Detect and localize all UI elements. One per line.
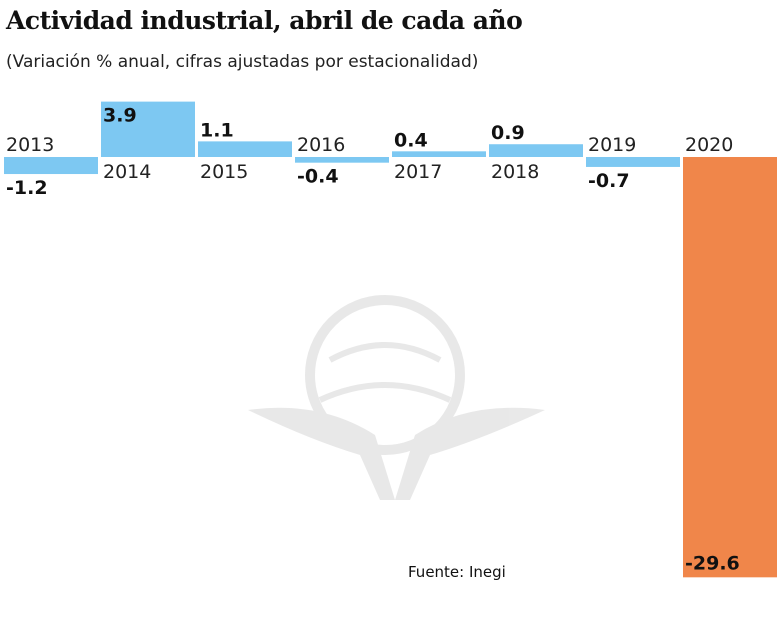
category-label: 2018 [491, 161, 539, 183]
value-label: -29.6 [685, 552, 740, 574]
value-label: -0.7 [588, 170, 630, 192]
chart-title: Actividad industrial, abril de cada año [6, 6, 523, 35]
category-label: 2015 [200, 161, 248, 183]
value-label: 0.9 [491, 122, 525, 144]
bar-2019 [586, 157, 680, 167]
value-label: -1.2 [6, 177, 48, 199]
chart-subtitle: (Variación % anual, cifras ajustadas por… [6, 52, 479, 72]
category-label: 2020 [685, 134, 733, 156]
bar-2015 [198, 141, 292, 157]
bar-2017 [392, 151, 486, 157]
bar-2018 [489, 144, 583, 157]
value-label: 3.9 [103, 105, 137, 127]
value-label: -0.4 [297, 166, 339, 188]
category-label: 2013 [6, 134, 54, 156]
category-label: 2016 [297, 134, 345, 156]
bar-2016 [295, 157, 389, 163]
category-label: 2017 [394, 161, 442, 183]
watermark-logo [248, 295, 545, 500]
value-label: 0.4 [394, 129, 428, 151]
source-note: Fuente: Inegi [408, 563, 506, 581]
category-label: 2014 [103, 161, 151, 183]
bar-2014 [101, 101, 195, 157]
value-label: 1.1 [200, 119, 234, 141]
bar-2020 [683, 157, 777, 578]
category-label: 2019 [588, 134, 636, 156]
bar-2013 [4, 157, 98, 175]
